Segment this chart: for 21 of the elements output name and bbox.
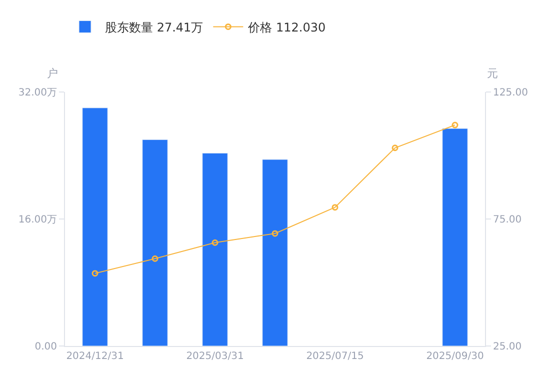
- point: [272, 230, 278, 237]
- x-tick-label: 2024/12/31: [66, 351, 124, 362]
- y2-tick-label: 125.00: [493, 88, 528, 98]
- y2-axis-title: 元: [487, 67, 498, 80]
- point: [92, 270, 98, 277]
- point: [152, 255, 158, 262]
- y-tick-label: 0.00: [34, 342, 57, 352]
- point: [332, 204, 338, 211]
- x-tick-label: 2025/03/31: [186, 351, 244, 362]
- y2-tick-label: 25.00: [493, 342, 522, 352]
- x-tick-label: 2025/07/15: [306, 351, 364, 362]
- y-tick-label: 16.00万: [18, 214, 57, 226]
- y-tick-label: 32.00万: [18, 88, 57, 98]
- legend-label: 价格 112.030: [247, 20, 326, 34]
- legend-label: 股东数量 27.41万: [105, 20, 204, 34]
- point: [392, 144, 398, 152]
- point: [212, 239, 218, 246]
- y2-tick-label: 75.00: [493, 214, 522, 226]
- x-tick-label: 2025/09/30: [426, 351, 484, 362]
- y-axis-title: 户: [47, 67, 58, 80]
- point: [452, 122, 458, 128]
